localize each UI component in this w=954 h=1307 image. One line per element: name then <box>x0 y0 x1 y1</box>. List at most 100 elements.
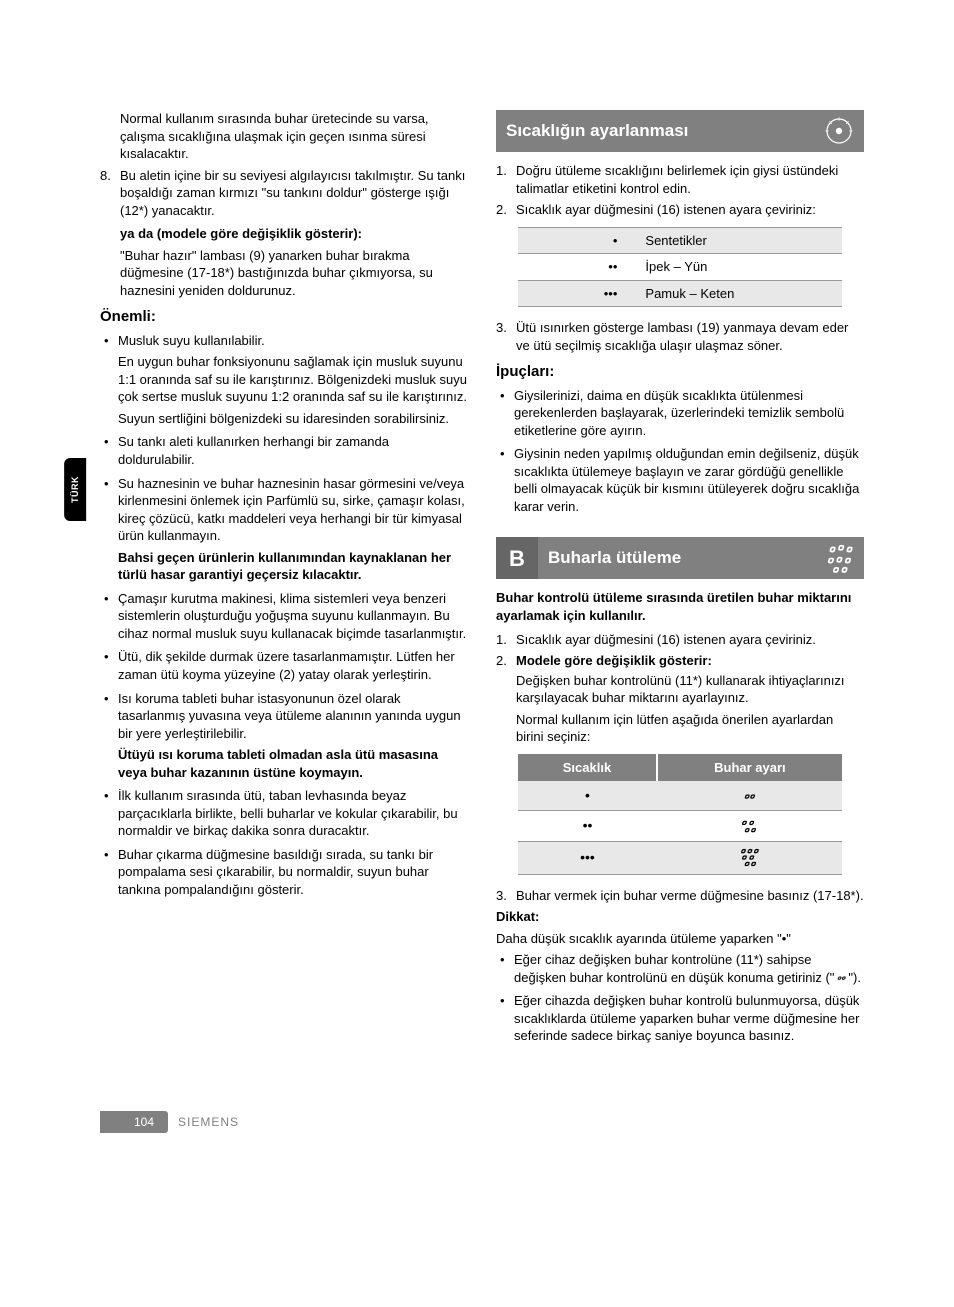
table-header-row: Sıcaklık Buhar ayarı <box>518 754 842 782</box>
bullet-text: Eğer cihaz değişken buhar kontrolüne (11… <box>514 952 834 985</box>
fabric-cell: İpek – Yün <box>631 254 842 281</box>
bullet-text: Ütü, dik şekilde durmak üzere tasarlanma… <box>118 649 455 682</box>
list-item: Ütü, dik şekilde durmak üzere tasarlanma… <box>100 648 468 683</box>
header-cell: Sıcaklık <box>518 754 657 782</box>
list-item: 3. Buhar vermek için buhar verme düğmesin… <box>496 887 864 905</box>
table-row: •••Pamuk – Keten <box>518 280 842 307</box>
page-number: 104 <box>100 1111 168 1133</box>
caution-heading: Dikkat: <box>496 908 864 926</box>
fabric-cell: Sentetikler <box>631 227 842 254</box>
item-text: Doğru ütüleme sıcaklığını belirlemek içi… <box>516 163 838 196</box>
steam-intro: Buhar kontrolü ütüleme sırasında üretile… <box>496 589 864 624</box>
list-item: Giysilerinizi, daima en düşük sıcaklıkta… <box>496 387 864 440</box>
item-number: 3. <box>496 887 507 905</box>
bullet-text: Çamaşır kurutma makinesi, klima sistemle… <box>118 591 466 641</box>
item-number: 3. <box>496 319 507 337</box>
bullet-extra: Suyun sertliğini bölgenizdeki su idaresi… <box>118 410 468 428</box>
table-row: ••İpek – Yün <box>518 254 842 281</box>
brand-name: SIEMENS <box>178 1114 239 1130</box>
important-bullets: Musluk suyu kullanılabilir. En uygun buh… <box>100 332 468 899</box>
temperature-section-header: Sıcaklığın ayarlanması <box>496 110 864 152</box>
list-item: 1. Sıcaklık ayar düğmesini (16) istenen a… <box>496 631 864 649</box>
left-column: Normal kullanım sırasında buhar üretecin… <box>100 110 468 1051</box>
item-number: 1. <box>496 631 507 649</box>
bullet-bold: Ütüyü ısı koruma tableti olmadan asla üt… <box>118 746 468 781</box>
tips-list: Giysilerinizi, daima en düşük sıcaklıkta… <box>496 387 864 516</box>
dots-cell: ••• <box>518 280 631 307</box>
bullet-text: Giysinin neden yapılmış olduğundan emin … <box>514 446 859 514</box>
bullet-text: Isı koruma tableti buhar istasyonunun öz… <box>118 691 461 741</box>
page-content: Normal kullanım sırasında buhar üretecin… <box>100 110 864 1051</box>
bullet-extra: En uygun buhar fonksiyonunu sağlamak içi… <box>118 353 468 406</box>
caution-intro: Daha düşük sıcaklık ayarında ütüleme yap… <box>496 930 864 948</box>
item-text: Ütü ısınırken gösterge lambası (19) yanm… <box>516 320 848 353</box>
bullet-text: Eğer cihazda değişken buhar kontrolü bul… <box>514 993 859 1043</box>
item-number: 8. <box>100 167 111 185</box>
item-text: Bu aletin içine bir su seviyesi algılayı… <box>120 168 465 218</box>
list-item: Musluk suyu kullanılabilir. En uygun buh… <box>100 332 468 428</box>
steam-table: Sıcaklık Buhar ayarı • •• ••• <box>518 754 842 875</box>
bullet-after: "). <box>848 970 861 985</box>
dots-cell: • <box>518 227 631 254</box>
list-item: Su tankı aleti kullanırken herhangi bir … <box>100 433 468 468</box>
steam-cell <box>657 811 842 841</box>
list-item-8: 8. Bu aletin içine bir su seviyesi algıl… <box>100 167 468 300</box>
language-tab: TÜRK <box>64 458 86 521</box>
table-row: • <box>518 781 842 810</box>
dial-icon <box>814 115 864 147</box>
item-text: Sıcaklık ayar düğmesini (16) istenen aya… <box>516 632 816 647</box>
alt-heading: ya da (modele göre değişiklik gösterir): <box>120 225 468 243</box>
item-bold: Modele göre değişiklik gösterir: <box>516 653 712 668</box>
header-cell: Buhar ayarı <box>657 754 842 782</box>
dots-cell: ••• <box>518 841 657 874</box>
list-item: Isı koruma tableti buhar istasyonunun öz… <box>100 690 468 782</box>
dots-cell: •• <box>518 811 657 841</box>
intro-text: Normal kullanım sırasında buhar üretecin… <box>100 110 468 163</box>
list-item: 2. Sıcaklık ayar düğmesini (16) istenen a… <box>496 201 864 219</box>
alt-text: "Buhar hazır" lambası (9) yanarken buhar… <box>120 247 468 300</box>
steam-icon <box>814 541 864 575</box>
steam-cell <box>657 841 842 874</box>
bullet-text: İlk kullanım sırasında ütü, taban levhas… <box>118 788 458 838</box>
list-item: Çamaşır kurutma makinesi, klima sistemle… <box>100 590 468 643</box>
list-item: 1. Doğru ütüleme sıcaklığını belirlemek i… <box>496 162 864 197</box>
item-number: 2. <box>496 201 507 219</box>
table-row: •Sentetikler <box>518 227 842 254</box>
list-item: 3. Ütü ısınırken gösterge lambası (19) ya… <box>496 319 864 354</box>
section-letter: B <box>496 537 538 579</box>
item-text: Değişken buhar kontrolünü (11*) kullanar… <box>516 672 864 707</box>
list-item: Eğer cihaz değişken buhar kontrolüne (11… <box>496 951 864 986</box>
list-item: Eğer cihazda değişken buhar kontrolü bul… <box>496 992 864 1045</box>
caution-bullets: Eğer cihaz değişken buhar kontrolüne (11… <box>496 951 864 1045</box>
table-row: •• <box>518 811 842 841</box>
list-item: 2. Modele göre değişiklik gösterir: Deği… <box>496 652 864 746</box>
important-heading: Önemli: <box>100 307 468 327</box>
steam-cell <box>657 781 842 810</box>
list-item: Su haznesinin ve buhar haznesinin hasar … <box>100 475 468 584</box>
steam-section-header: B Buharla ütüleme <box>496 537 864 579</box>
list-item: Giysinin neden yapılmış olduğundan emin … <box>496 445 864 515</box>
section-title: Sıcaklığın ayarlanması <box>496 115 814 147</box>
item-number: 2. <box>496 652 507 670</box>
fabric-table: •Sentetikler ••İpek – Yün •••Pamuk – Ket… <box>518 227 842 308</box>
table-row: ••• <box>518 841 842 874</box>
bullet-bold: Bahsi geçen ürünlerin kullanımından kayn… <box>118 549 468 584</box>
item-number: 1. <box>496 162 507 180</box>
item-text: Normal kullanım için lütfen aşağıda öner… <box>516 711 864 746</box>
bullet-text: Su haznesinin ve buhar haznesinin hasar … <box>118 476 465 544</box>
item-text: Sıcaklık ayar düğmesini (16) istenen aya… <box>516 202 816 217</box>
list-item: Buhar çıkarma düğmesine basıldığı sırada… <box>100 846 468 899</box>
item-text: Buhar vermek için buhar verme düğmesine … <box>516 888 864 903</box>
dots-cell: • <box>518 781 657 810</box>
bullet-text: Buhar çıkarma düğmesine basıldığı sırada… <box>118 847 433 897</box>
section-title: Buharla ütüleme <box>538 541 814 576</box>
tips-heading: İpuçları: <box>496 362 864 382</box>
bullet-text: Giysilerinizi, daima en düşük sıcaklıkta… <box>514 388 844 438</box>
page-footer: 104 SIEMENS <box>100 1111 864 1133</box>
fabric-cell: Pamuk – Keten <box>631 280 842 307</box>
dots-cell: •• <box>518 254 631 281</box>
bullet-text: Musluk suyu kullanılabilir. <box>118 333 265 348</box>
bullet-text: Su tankı aleti kullanırken herhangi bir … <box>118 434 389 467</box>
list-item: İlk kullanım sırasında ütü, taban levhas… <box>100 787 468 840</box>
right-column: Sıcaklığın ayarlanması 1. Doğru ütüleme s… <box>496 110 864 1051</box>
